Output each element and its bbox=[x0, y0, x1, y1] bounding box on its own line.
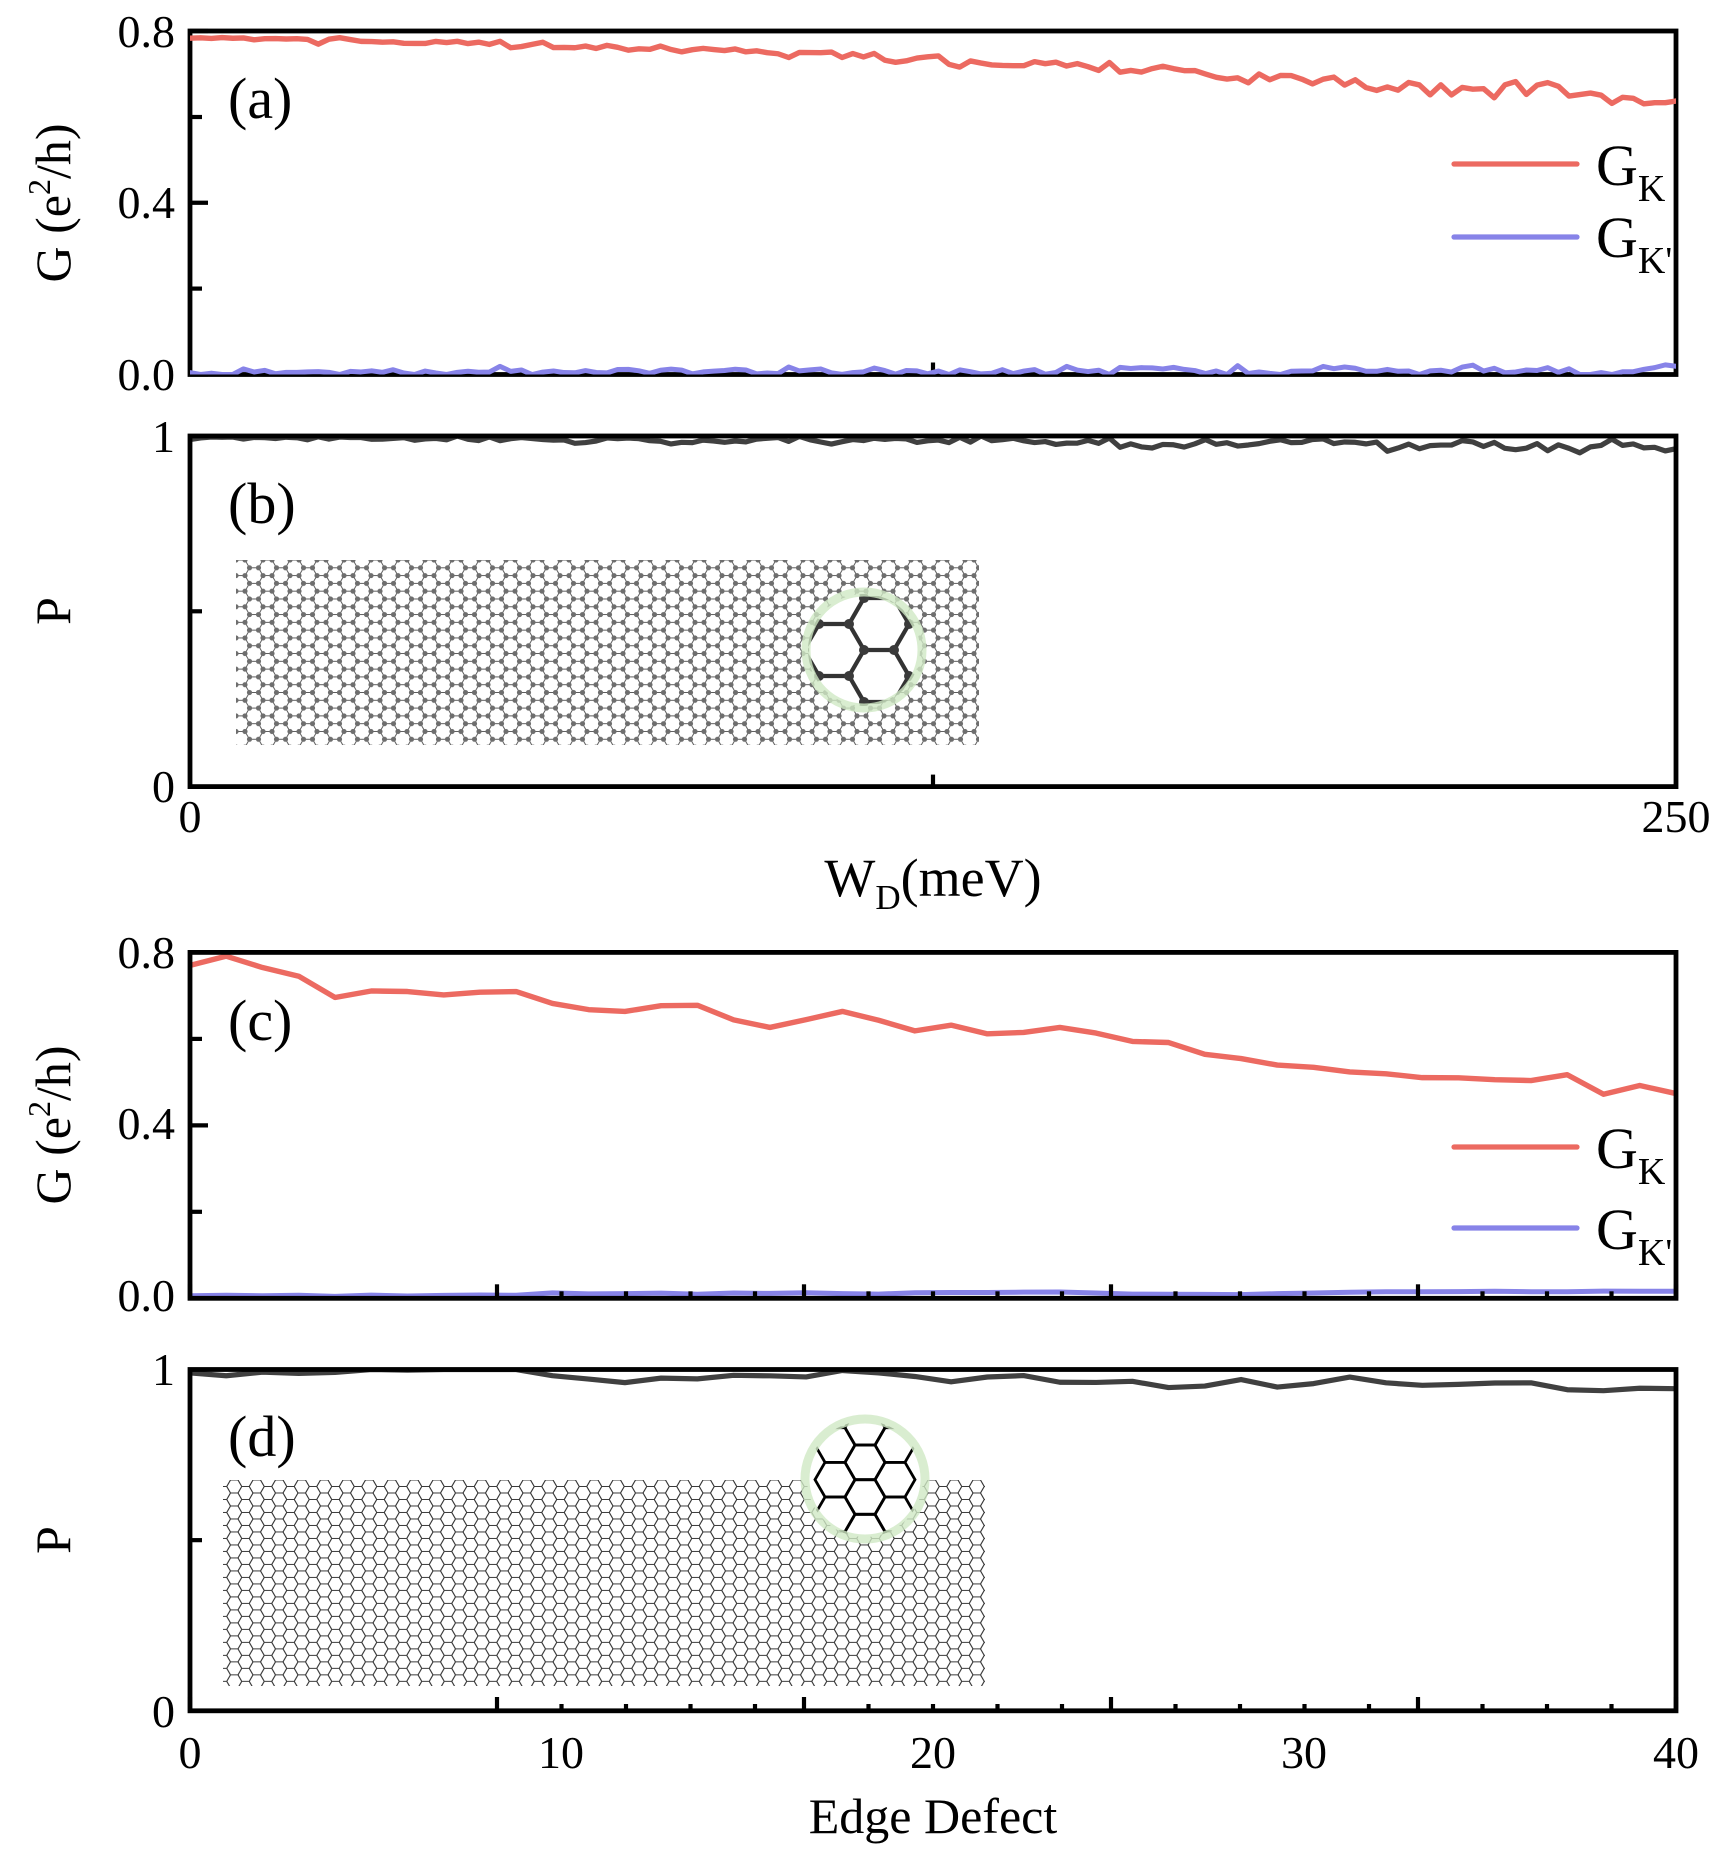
svg-text:WD(meV): WD(meV) bbox=[824, 848, 1041, 917]
svg-text:0: 0 bbox=[179, 1727, 202, 1778]
svg-text:G (e2/h): G (e2/h) bbox=[21, 124, 81, 283]
svg-text:0: 0 bbox=[179, 791, 202, 842]
svg-text:P: P bbox=[25, 597, 81, 625]
svg-text:Edge Defect: Edge Defect bbox=[809, 1788, 1058, 1844]
svg-text:10: 10 bbox=[538, 1727, 584, 1778]
svg-text:1: 1 bbox=[152, 1344, 175, 1395]
svg-text:0.0: 0.0 bbox=[118, 349, 176, 400]
svg-text:0.4: 0.4 bbox=[118, 177, 176, 228]
svg-text:(b): (b) bbox=[228, 471, 296, 536]
svg-text:P: P bbox=[25, 1526, 81, 1554]
svg-text:0.4: 0.4 bbox=[118, 1098, 176, 1149]
svg-text:(a): (a) bbox=[228, 66, 292, 131]
svg-text:0.8: 0.8 bbox=[118, 6, 176, 57]
svg-text:(d): (d) bbox=[228, 1404, 296, 1469]
svg-text:1: 1 bbox=[152, 411, 175, 462]
svg-text:20: 20 bbox=[910, 1727, 956, 1778]
svg-text:30: 30 bbox=[1281, 1727, 1327, 1778]
svg-text:0: 0 bbox=[152, 761, 175, 812]
svg-text:G (e2/h): G (e2/h) bbox=[21, 1046, 81, 1205]
svg-text:40: 40 bbox=[1653, 1727, 1699, 1778]
svg-text:0.0: 0.0 bbox=[118, 1270, 176, 1321]
svg-text:250: 250 bbox=[1642, 791, 1711, 842]
svg-text:0.8: 0.8 bbox=[118, 927, 176, 978]
svg-text:0: 0 bbox=[152, 1686, 175, 1737]
svg-text:(c): (c) bbox=[228, 988, 292, 1053]
